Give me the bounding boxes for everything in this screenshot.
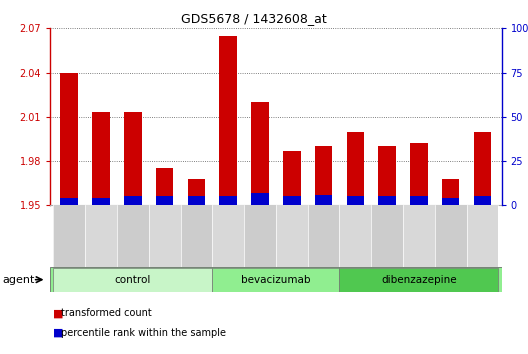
- Bar: [474, 132, 491, 205]
- Bar: [156, 196, 173, 205]
- Text: GDS5678 / 1432608_at: GDS5678 / 1432608_at: [181, 12, 326, 25]
- Bar: [346, 196, 364, 205]
- Bar: [92, 112, 110, 205]
- Bar: [410, 143, 428, 205]
- Bar: [220, 36, 237, 205]
- Text: percentile rank within the sample: percentile rank within the sample: [61, 328, 226, 338]
- Bar: [283, 151, 300, 205]
- Bar: [251, 102, 269, 205]
- Bar: [346, 132, 364, 205]
- Text: agent: agent: [3, 275, 35, 285]
- Bar: [61, 198, 78, 205]
- Bar: [283, 196, 300, 205]
- Bar: [410, 196, 428, 205]
- Text: ■: ■: [53, 328, 63, 338]
- Bar: [187, 196, 205, 205]
- Text: transformed count: transformed count: [61, 308, 152, 318]
- Bar: [92, 198, 110, 205]
- Bar: [124, 196, 142, 205]
- Text: bevacizumab: bevacizumab: [241, 275, 310, 285]
- Bar: [181, 205, 212, 267]
- Bar: [149, 205, 181, 267]
- Bar: [220, 196, 237, 205]
- Bar: [403, 205, 435, 267]
- Bar: [53, 205, 85, 267]
- Text: ■: ■: [53, 308, 63, 318]
- Bar: [212, 205, 244, 267]
- Bar: [340, 268, 498, 292]
- Bar: [474, 196, 491, 205]
- Bar: [117, 205, 149, 267]
- Text: control: control: [115, 275, 151, 285]
- Bar: [85, 205, 117, 267]
- Bar: [308, 205, 340, 267]
- Bar: [53, 268, 212, 292]
- Bar: [340, 205, 371, 267]
- Bar: [187, 179, 205, 205]
- Bar: [371, 205, 403, 267]
- Bar: [315, 195, 332, 205]
- Bar: [244, 205, 276, 267]
- Bar: [251, 193, 269, 205]
- Bar: [467, 205, 498, 267]
- Bar: [442, 179, 459, 205]
- Bar: [124, 112, 142, 205]
- Bar: [379, 146, 396, 205]
- Text: dibenzazepine: dibenzazepine: [381, 275, 457, 285]
- Bar: [212, 268, 340, 292]
- Bar: [379, 196, 396, 205]
- Bar: [315, 146, 332, 205]
- Bar: [156, 169, 173, 205]
- Bar: [276, 205, 308, 267]
- Bar: [61, 73, 78, 205]
- Bar: [442, 198, 459, 205]
- Bar: [435, 205, 467, 267]
